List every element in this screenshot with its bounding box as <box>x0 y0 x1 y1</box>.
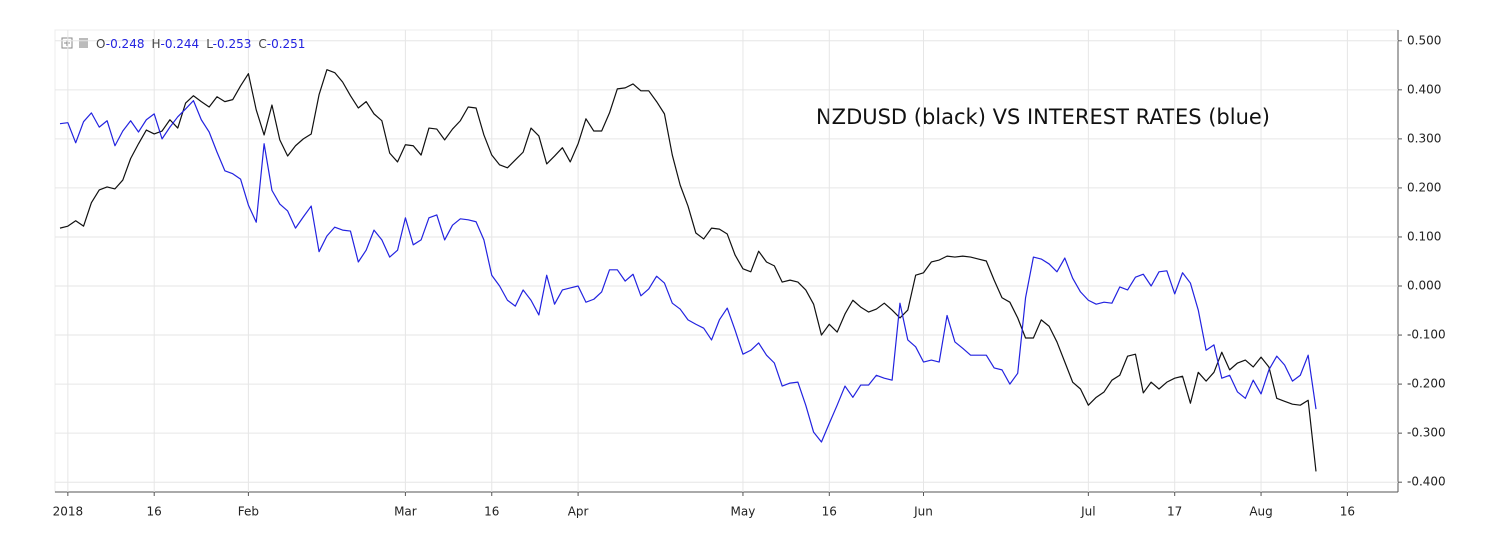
ohlc-value: -0.248 <box>106 37 145 51</box>
x-tick-label: 16 <box>822 505 837 519</box>
x-tick-label: Jun <box>913 505 933 519</box>
series-line <box>59 100 1317 443</box>
ohlc-key: O <box>96 37 106 51</box>
ohlc-value: -0.244 <box>161 37 200 51</box>
y-tick-label: 0.000 <box>1407 279 1441 293</box>
flag-icon <box>79 38 88 48</box>
ohlc-readout: O-0.248 H-0.244 L-0.253 C-0.251 <box>96 37 305 51</box>
y-tick-label: 0.500 <box>1407 33 1441 47</box>
y-tick-label: -0.300 <box>1407 426 1446 440</box>
y-tick-label: -0.100 <box>1407 328 1446 342</box>
x-tick-label: Apr <box>568 505 589 519</box>
x-tick-label: 2018 <box>53 505 84 519</box>
y-tick-label: 0.100 <box>1407 229 1441 243</box>
y-tick-label: -0.400 <box>1407 475 1446 489</box>
annotation: NZDUSD (black) VS INTEREST RATES (blue) <box>816 105 1270 129</box>
ohlc-value: -0.253 <box>213 37 252 51</box>
y-tick-label: 0.200 <box>1407 180 1441 194</box>
ohlc-key: H <box>151 37 160 51</box>
x-tick-label: Jul <box>1080 505 1095 519</box>
ohlc-key: C <box>258 37 266 51</box>
ohlc-value: -0.251 <box>267 37 306 51</box>
header-icons <box>61 37 88 49</box>
x-tick-label: Aug <box>1249 505 1272 519</box>
x-tick-label: 16 <box>1340 505 1355 519</box>
y-tick-label: 0.300 <box>1407 131 1441 145</box>
plot-frame <box>54 29 1399 493</box>
ohlc-key: L <box>206 37 213 51</box>
series-line <box>59 69 1317 472</box>
expand-icon <box>61 37 73 49</box>
x-tick-label: Feb <box>238 505 259 519</box>
x-tick-label: 16 <box>147 505 162 519</box>
x-tick-label: 17 <box>1167 505 1182 519</box>
y-tick-label: 0.400 <box>1407 82 1441 96</box>
x-tick-label: May <box>731 505 756 519</box>
x-tick-label: 16 <box>484 505 499 519</box>
y-tick-label: -0.200 <box>1407 377 1446 391</box>
x-tick-label: Mar <box>394 505 417 519</box>
